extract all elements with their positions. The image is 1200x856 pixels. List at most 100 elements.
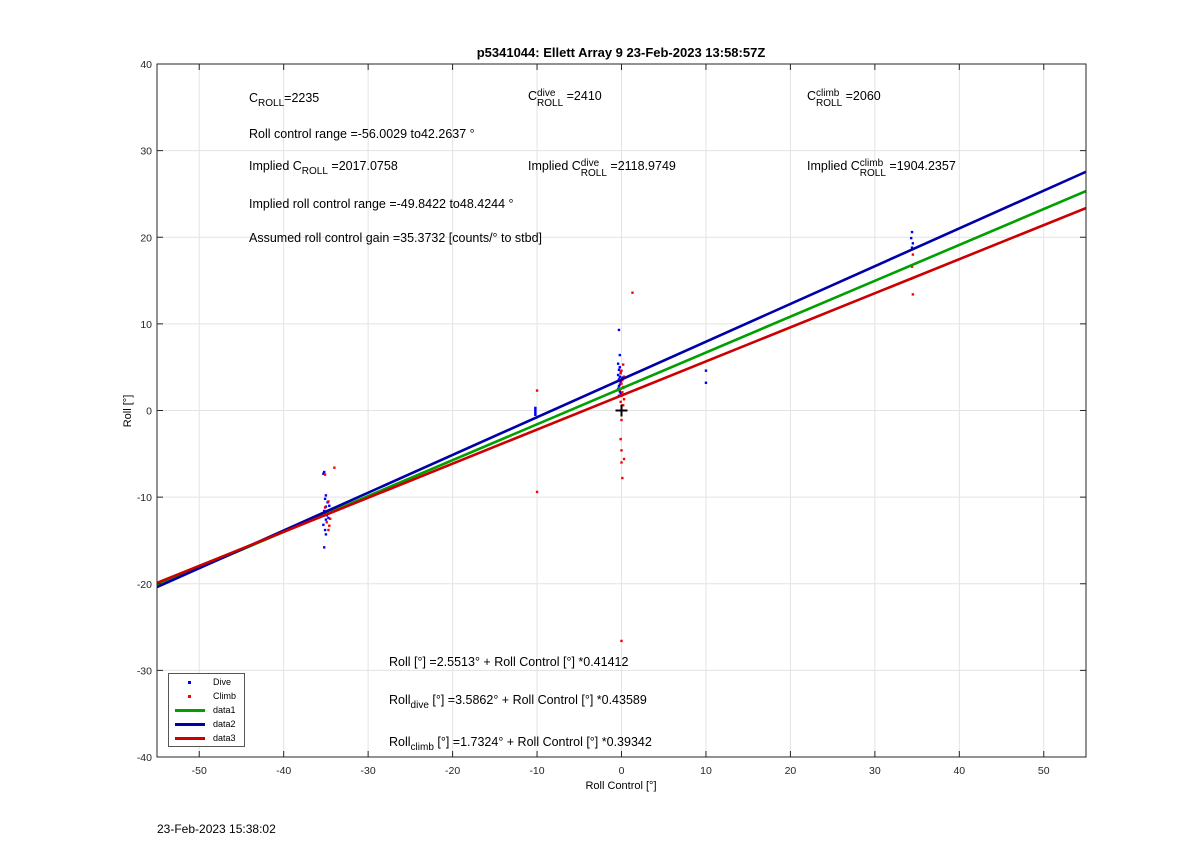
legend-data3-line: [175, 737, 205, 740]
dive-point: [704, 369, 708, 372]
dive-point: [704, 381, 708, 384]
dive-point: [323, 528, 327, 532]
equation-dive: Rolldive [°] =3.5862° + Roll Control [°]…: [389, 693, 647, 711]
y-tick-label: 0: [146, 406, 152, 418]
legend-data1-line: [175, 709, 205, 712]
implied-range-annotation: Implied roll control range =-49.8422 to4…: [249, 197, 514, 211]
dive-point: [327, 516, 330, 520]
dive-point: [619, 380, 622, 384]
series-group: [157, 170, 1086, 643]
dive-point: [324, 533, 328, 536]
y-tick-label: 20: [140, 232, 152, 244]
y-tick-label: 10: [140, 319, 152, 331]
assumed-gain-annotation: Assumed roll control gain =35.3732 [coun…: [249, 231, 543, 245]
legend-item-data1: data1: [169, 704, 244, 718]
climb-point: [622, 457, 626, 461]
x-tick-label: 50: [1038, 765, 1050, 777]
climb-point: [621, 363, 625, 366]
dive-point: [618, 365, 622, 369]
x-tick-label: 10: [700, 765, 712, 777]
climb-point: [535, 490, 539, 494]
legend-item-climb: Climb: [169, 690, 244, 704]
dive-point: [328, 504, 331, 507]
y-tick-label: 30: [140, 146, 152, 158]
dive-point: [617, 328, 621, 332]
x-tick-label: 20: [785, 765, 797, 777]
climb-point: [619, 372, 622, 375]
legend: Dive Climb data1 data2 data3: [168, 673, 245, 747]
climb-point: [621, 476, 624, 480]
x-tick-label: 0: [619, 765, 625, 777]
legend-item-data3: data3: [169, 732, 244, 746]
data2-line: [157, 170, 1086, 589]
dive-point: [322, 472, 325, 475]
equation-all: Roll [°] =2.5513° + Roll Control [°] *0.…: [389, 655, 629, 669]
x-tick-label: 40: [953, 765, 965, 777]
climb-point: [911, 293, 915, 296]
dive-point: [534, 410, 537, 413]
y-tick-label: -30: [137, 665, 152, 677]
dive-point: [323, 470, 326, 474]
x-tick-label: -20: [445, 765, 460, 777]
roll-control-range-annotation: Roll control range =-56.0029 to42.2637 °: [249, 127, 475, 141]
dive-point: [534, 413, 537, 417]
dive-point: [618, 383, 622, 386]
x-tick-label: -50: [192, 765, 207, 777]
legend-item-dive: Dive: [169, 676, 244, 690]
climb-point: [535, 389, 539, 392]
dive-point: [910, 246, 914, 249]
c-roll-annotation: CROLL=2235: [249, 91, 320, 109]
dive-point: [618, 375, 622, 378]
climb-point: [619, 400, 622, 404]
dive-point: [909, 236, 913, 240]
climb-point: [620, 449, 623, 452]
climb-point: [325, 521, 328, 524]
legend-data2-line: [175, 723, 205, 726]
climb-point: [620, 461, 623, 464]
chart-title: p5341044: Ellett Array 9 23-Feb-2023 13:…: [477, 45, 766, 60]
climb-point: [327, 528, 330, 532]
legend-dive-marker: [188, 681, 191, 684]
y-tick-label: -40: [137, 752, 152, 764]
dive-point: [324, 518, 328, 521]
climb-point: [622, 398, 626, 401]
climb-point: [620, 382, 623, 385]
dive-point: [619, 391, 622, 395]
climb-point: [911, 253, 915, 256]
legend-label-climb: Climb: [213, 691, 237, 701]
legend-item-data2: data2: [169, 718, 244, 732]
dive-point: [618, 390, 622, 393]
dive-point: [322, 523, 325, 527]
climb-point: [327, 500, 330, 503]
x-tick-label: -30: [361, 765, 376, 777]
dive-point: [618, 353, 622, 357]
implied-c-roll-annotation: Implied CROLL =2017.0758: [249, 159, 398, 177]
x-tick-label: -10: [529, 765, 544, 777]
x-axis-label: Roll Control [°]: [585, 780, 656, 792]
climb-point: [333, 466, 336, 469]
legend-label-dive: Dive: [213, 677, 232, 687]
climb-point: [323, 506, 327, 509]
climb-point: [631, 291, 634, 294]
x-tick-label: -40: [276, 765, 291, 777]
legend-label-data3: data3: [213, 733, 236, 743]
climb-point: [328, 524, 331, 527]
dive-point: [534, 406, 537, 410]
equation-climb: Rollclimb [°] =1.7324° + Roll Control [°…: [389, 735, 652, 753]
climb-point: [622, 375, 626, 378]
legend-label-data2: data2: [213, 719, 236, 729]
dive-point: [617, 385, 621, 388]
climb-point: [620, 418, 623, 422]
dive-point: [616, 373, 620, 377]
x-tick-label: 30: [869, 765, 881, 777]
climb-point: [621, 404, 625, 407]
dive-point: [910, 230, 914, 234]
dive-point: [617, 368, 621, 371]
y-tick-label: -10: [137, 492, 152, 504]
y-tick-label: -20: [137, 579, 152, 591]
